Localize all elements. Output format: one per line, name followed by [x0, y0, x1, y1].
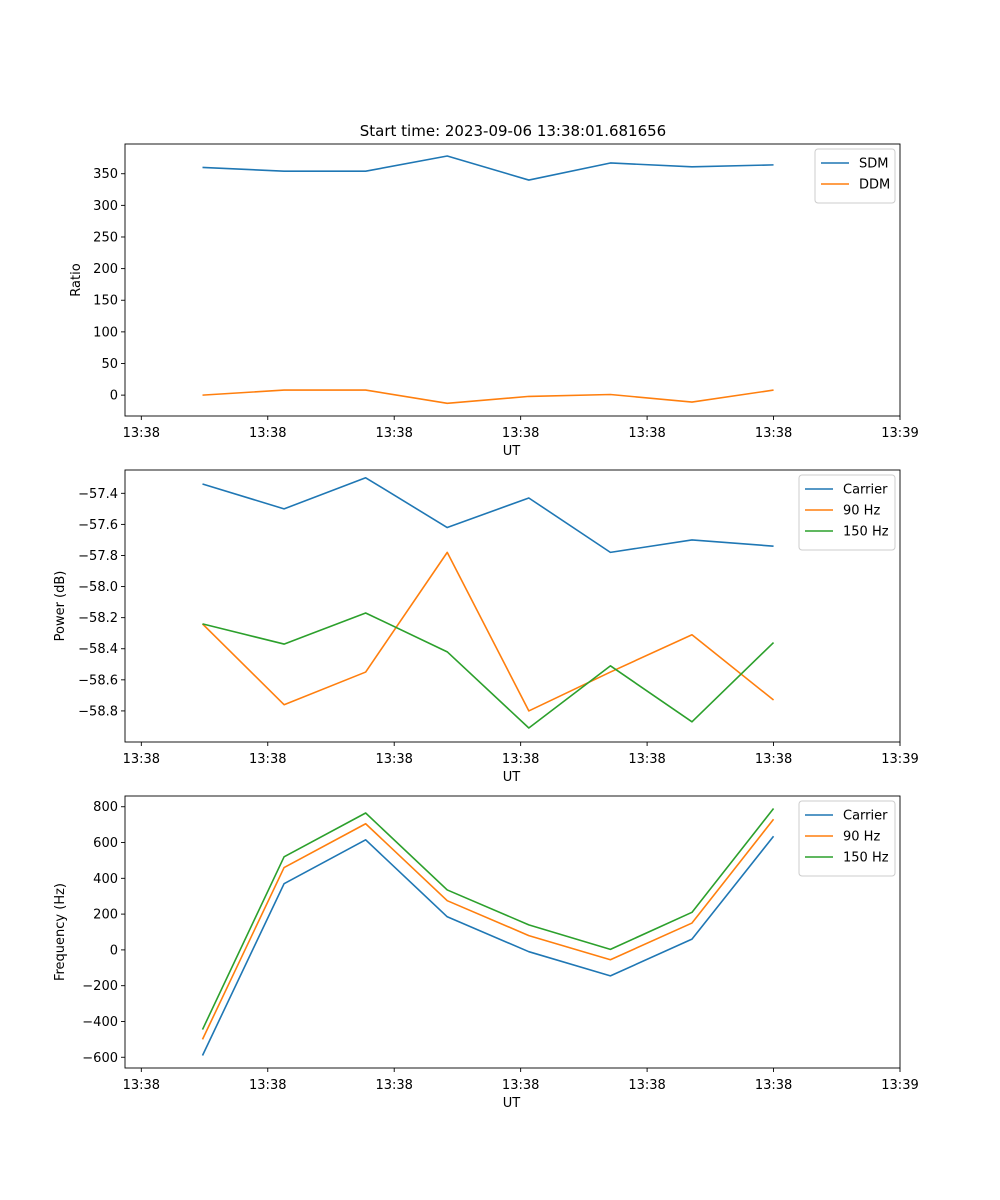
- power-chart-series-150-hz-line: [202, 612, 775, 729]
- power-chart-y-tick-label: −58.6: [78, 673, 118, 688]
- power-chart-series-90-hz-line: [201, 551, 775, 712]
- power-chart-axes-frame: [124, 469, 901, 743]
- ratio-chart-legend-label: DDM: [859, 178, 890, 193]
- ratio-chart-y-tick-label: 300: [93, 199, 118, 214]
- frequency-chart-y-tick-label: 600: [93, 836, 118, 851]
- power-chart-y-tick-label: −58.4: [78, 642, 118, 657]
- frequency-chart-x-tick-label: 13:38: [502, 1078, 539, 1093]
- power-chart-x-axis-label: UT: [503, 770, 521, 785]
- frequency-chart-y-tick-label: 0: [110, 943, 118, 958]
- power-chart-x-tick-label: 13:38: [755, 752, 792, 767]
- frequency-chart-legend-label: Carrier: [843, 809, 888, 824]
- power-chart-y-tick-label: −57.4: [78, 487, 118, 502]
- frequency-chart-x-tick-label: 13:38: [755, 1078, 792, 1093]
- frequency-chart-series-90-hz-line: [201, 818, 775, 1040]
- ratio-chart-legend: SDM DDM: [814, 148, 896, 204]
- ratio-chart-x-axis-label: UT: [503, 444, 521, 459]
- frequency-chart-x-tick-label: 13:38: [123, 1078, 160, 1093]
- ratio-chart-legend-label: SDM: [859, 157, 888, 172]
- ratio-chart-x-tick-label: 13:38: [755, 426, 792, 441]
- power-chart-y-tick-label: −57.8: [78, 549, 118, 564]
- power-chart-y-axis-label: Power (dB): [53, 571, 68, 642]
- frequency-chart-x-tick-label: 13:38: [628, 1078, 665, 1093]
- power-chart-legend-label: 150 Hz: [843, 525, 889, 540]
- frequency-chart-series-carrier-line: [201, 835, 775, 1056]
- power-chart-y-tick-label: −58.8: [78, 704, 118, 719]
- frequency-chart-y-axis-label: Frequency (Hz): [53, 883, 68, 981]
- plots: 0 50 100 150 200 250 300 350 13:38 13:38 13:38 13:3…: [53, 143, 919, 1111]
- power-chart-x-tick-label: 13:38: [628, 752, 665, 767]
- frequency-chart-y-tick-label: −600: [82, 1051, 118, 1066]
- frequency-chart-legend-label: 90 Hz: [843, 830, 880, 845]
- frequency-chart: −600 −400 −200 0 200 400 600 800 13:38 13:38 13:38…: [53, 795, 919, 1111]
- power-chart-y-tick-label: −57.6: [78, 518, 118, 533]
- frequency-chart-x-tick-label: 13:38: [375, 1078, 412, 1093]
- power-chart-legend-label: Carrier: [843, 483, 888, 498]
- ratio-chart: 0 50 100 150 200 250 300 350 13:38 13:38 13:38 13:3…: [69, 143, 919, 459]
- ratio-chart-x-tick-label: 13:38: [375, 426, 412, 441]
- ratio-chart-y-tick-label: 150: [93, 294, 118, 309]
- ratio-chart-y-tick-label: 0: [110, 389, 118, 404]
- power-chart-x-tick-label: 13:38: [375, 752, 412, 767]
- ratio-chart-y-tick-label: 50: [101, 357, 118, 372]
- power-chart-x-tick-label: 13:39: [881, 752, 918, 767]
- power-chart-legend-label: 90 Hz: [843, 504, 880, 519]
- power-chart-y-tick-label: −58.2: [78, 611, 118, 626]
- figure-title: Start time: 2023-09-06 13:38:01.681656: [360, 122, 666, 140]
- frequency-chart-y-tick-label: 800: [93, 800, 118, 815]
- ratio-chart-x-tick-label: 13:38: [628, 426, 665, 441]
- ratio-chart-x-tick-label: 13:38: [502, 426, 539, 441]
- power-chart-series-carrier-line: [202, 476, 774, 554]
- frequency-chart-x-tick-label: 13:38: [249, 1078, 286, 1093]
- frequency-chart-y-tick-label: −200: [82, 979, 118, 994]
- ratio-chart-y-tick-label: 350: [93, 167, 118, 182]
- ratio-chart-y-tick-label: 100: [93, 325, 118, 340]
- power-chart-x-tick-label: 13:38: [502, 752, 539, 767]
- power-chart-y-tick-label: −58.0: [78, 580, 118, 595]
- ratio-chart-series-sdm-line: [202, 155, 774, 181]
- power-chart-x-tick-label: 13:38: [123, 752, 160, 767]
- power-chart-x-tick-label: 13:38: [249, 752, 286, 767]
- ratio-chart-x-tick-label: 13:39: [881, 426, 918, 441]
- power-chart-legend: Carrier 90 Hz 150 Hz: [798, 474, 896, 551]
- ratio-chart-axes-frame: [124, 143, 901, 417]
- frequency-chart-x-tick-label: 13:39: [881, 1078, 918, 1093]
- power-chart: −58.8 −58.6 −58.4 −58.2 −58.0 −57.8 −57.6 −57.4…: [53, 469, 919, 785]
- ratio-chart-y-axis-label: Ratio: [69, 263, 84, 296]
- frequency-chart-x-axis-label: UT: [503, 1096, 521, 1111]
- ratio-chart-x-tick-label: 13:38: [249, 426, 286, 441]
- ratio-chart-x-tick-label: 13:38: [123, 426, 160, 441]
- frequency-chart-y-tick-label: −400: [82, 1015, 118, 1030]
- frequency-chart-y-tick-label: 400: [93, 872, 118, 887]
- ratio-chart-y-tick-label: 200: [93, 262, 118, 277]
- frequency-chart-legend-label: 150 Hz: [843, 851, 889, 866]
- frequency-chart-legend: Carrier 90 Hz 150 Hz: [798, 800, 896, 877]
- ratio-chart-y-tick-label: 250: [93, 230, 118, 245]
- frequency-chart-y-tick-label: 200: [93, 908, 118, 923]
- frequency-chart-axes-frame: [124, 795, 901, 1069]
- frequency-chart-series-150-hz-line: [201, 808, 775, 1030]
- ratio-chart-series-ddm-line: [202, 389, 774, 405]
